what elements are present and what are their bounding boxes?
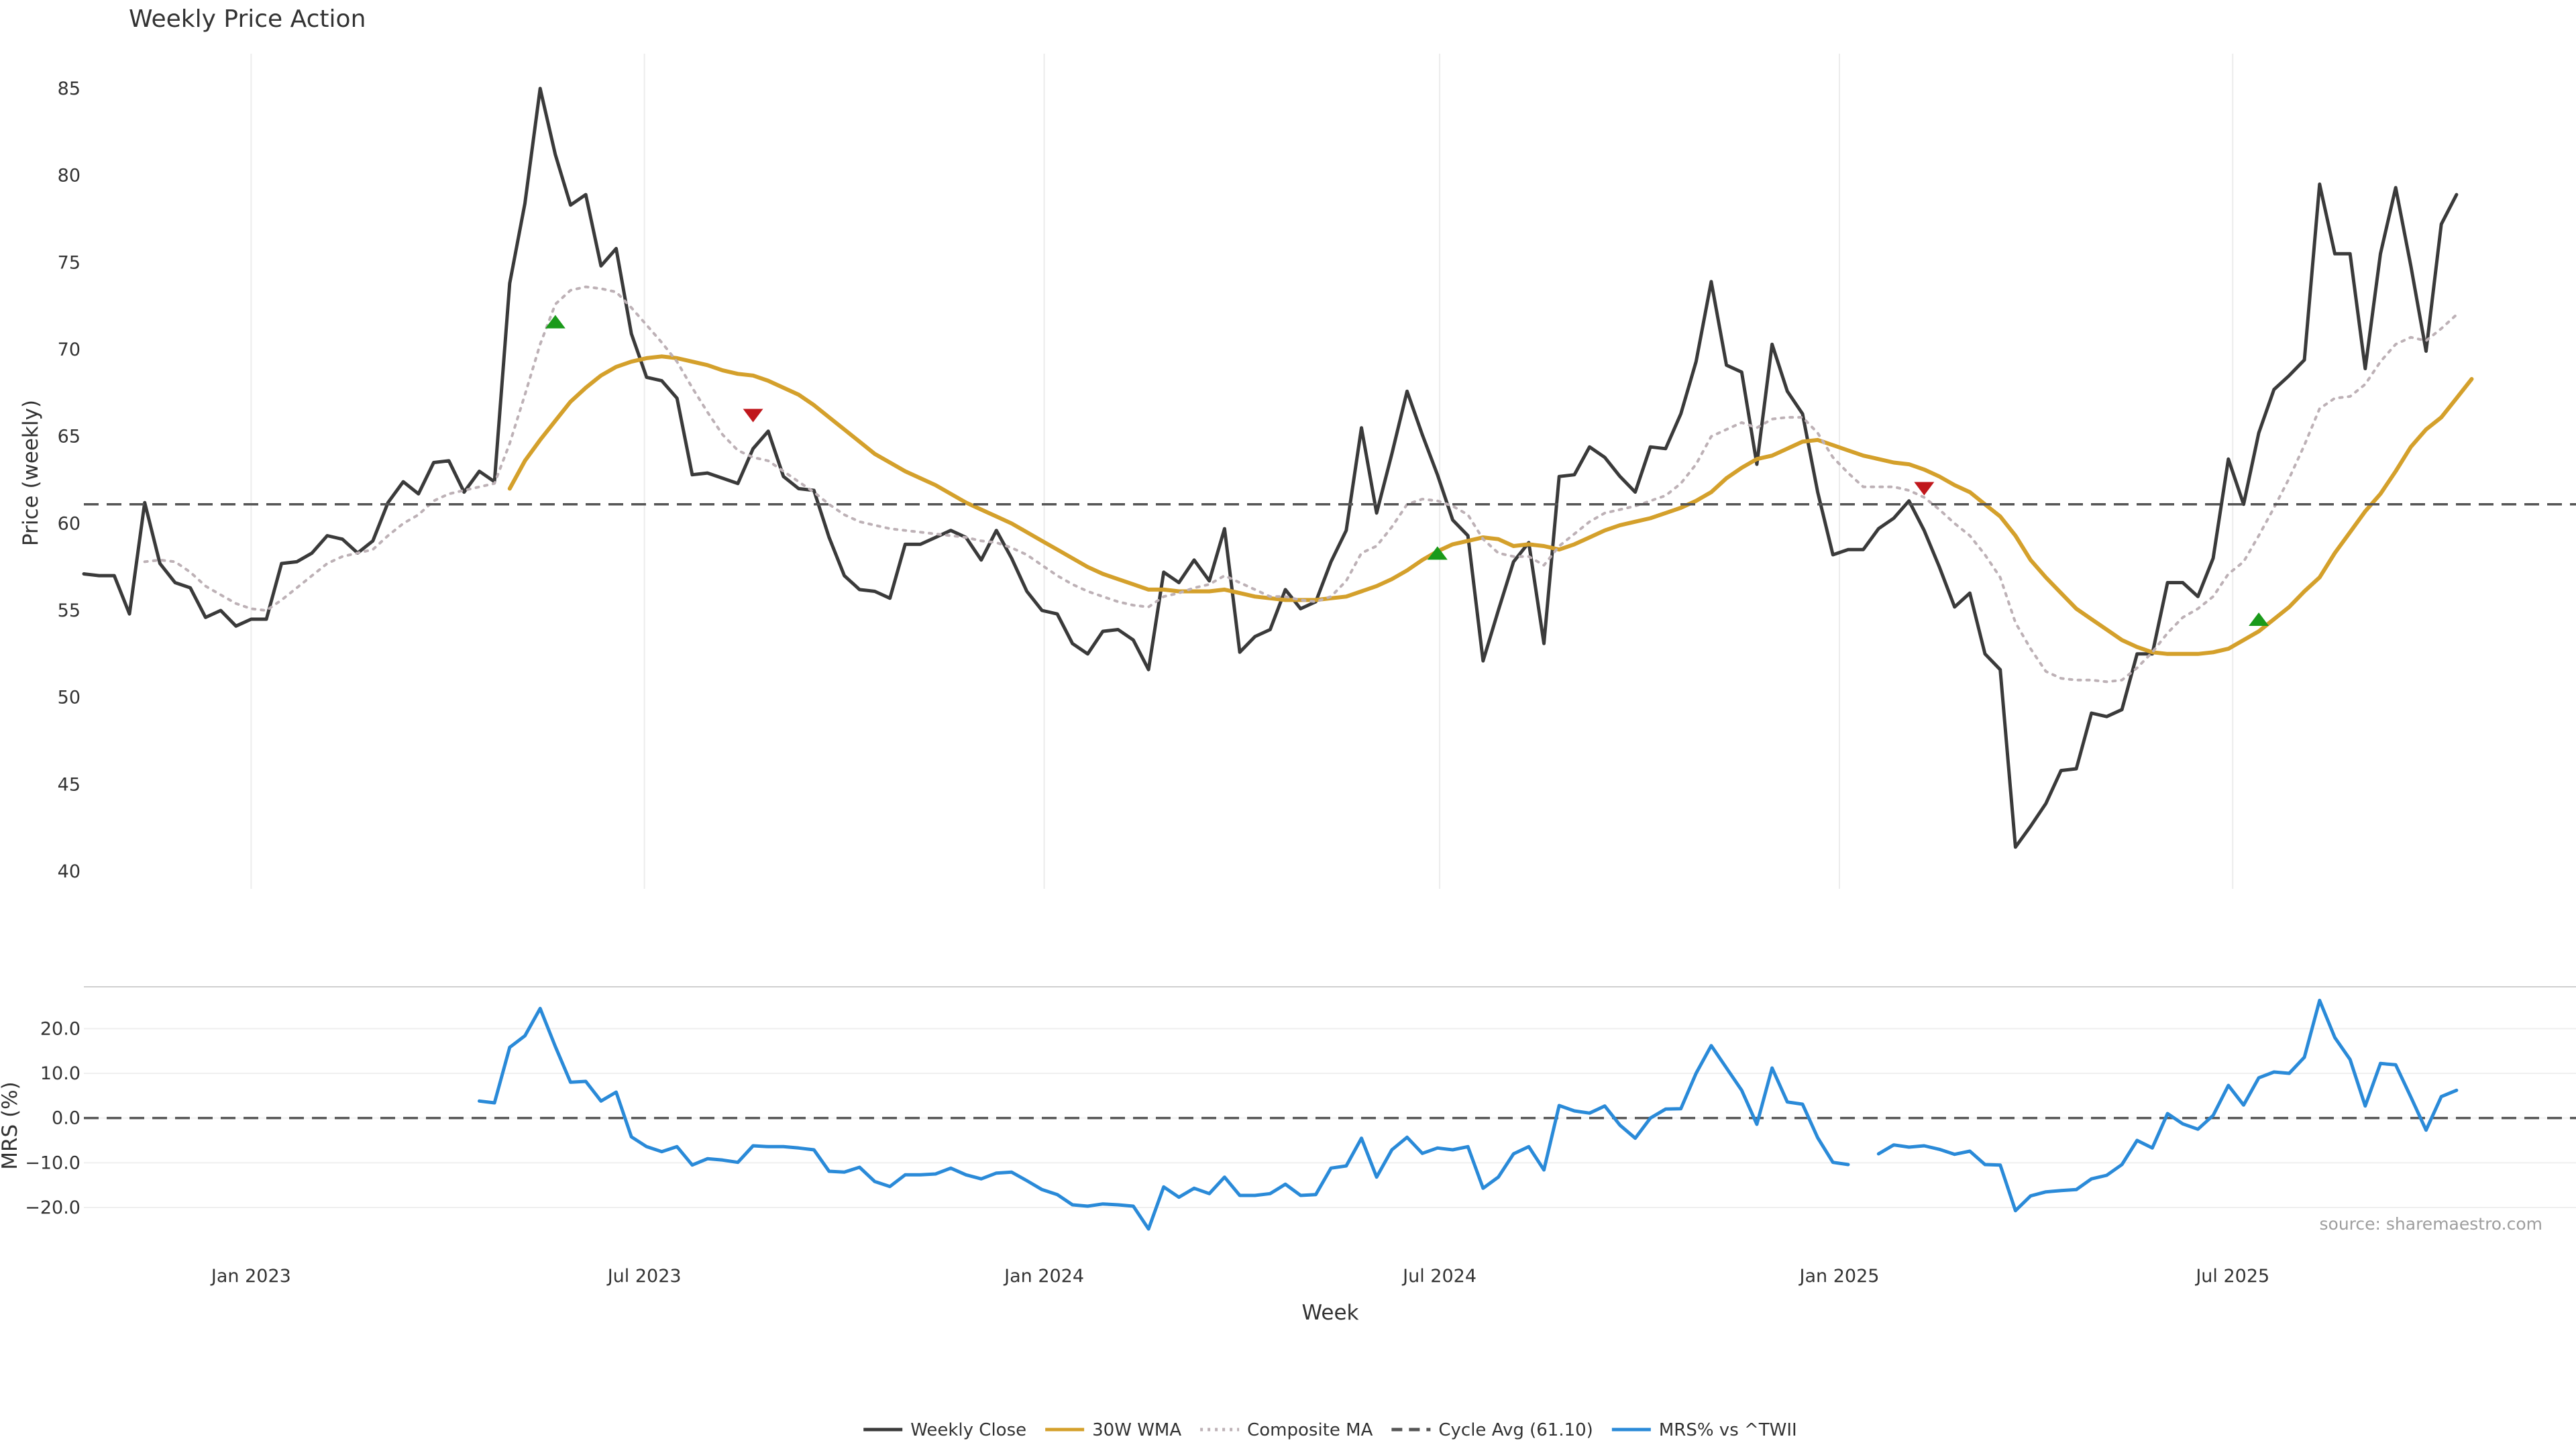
signal-marker-up [2249, 612, 2269, 626]
legend-label: 30W WMA [1092, 1420, 1181, 1440]
legend-label: Weekly Close [910, 1420, 1026, 1440]
x-axis: Jan 2023 Jul 2023 Jan 2024 Jul 2024 Jan 2025… [210, 1266, 2269, 1287]
legend: Weekly Close 30W WMA Composite MA Cycle Avg… [863, 1420, 1797, 1440]
price-x-gridlines [250, 54, 2234, 889]
mrs-panel: −20.0 −10.0 0.0 10.0 20.0 MRS (%) source: sh… [0, 986, 2576, 1234]
series-line-30w-wma [507, 354, 2474, 656]
mrs-lines [478, 998, 2459, 1231]
x-tick-label-jul-2023: Jul 2023 [606, 1266, 682, 1287]
price-y-tick-label: 60 [58, 513, 80, 534]
series-line-mrs-vs-twii [478, 998, 2459, 1231]
mrs-y-axis-title: MRS (%) [0, 1081, 22, 1169]
source-note: source: sharemaestro.com [2320, 1214, 2543, 1234]
series-line-composite-ma [143, 285, 2458, 684]
price-panel: 40 45 50 55 60 65 70 75 80 85 Price (weekly) [19, 54, 2576, 889]
signal-marker-up [545, 315, 566, 329]
mrs-y-gridlines [84, 1028, 2576, 1208]
legend-item-weekly-close: Weekly Close [863, 1420, 1026, 1440]
x-tick-label-jul-2025: Jul 2025 [2194, 1266, 2269, 1287]
price-y-tick-label: 45 [58, 774, 80, 795]
legend-item-composite-ma: Composite MA [1200, 1420, 1373, 1440]
series-line-weekly-close [82, 87, 2459, 849]
price-y-tick-label: 40 [58, 861, 80, 882]
legend-label: Composite MA [1247, 1420, 1373, 1440]
price-lines [82, 87, 2576, 849]
price-y-axis-title: Price (weekly) [19, 400, 43, 546]
signal-marker-up [1427, 546, 1448, 560]
mrs-y-tick-label: −10.0 [25, 1152, 80, 1173]
price-y-tick-label: 85 [58, 78, 80, 99]
price-y-tick-label: 75 [58, 252, 80, 273]
mrs-y-ticks: −20.0 −10.0 0.0 10.0 20.0 [25, 1018, 80, 1218]
x-tick-label-jul-2024: Jul 2024 [1401, 1266, 1477, 1287]
signal-markers [545, 315, 2269, 626]
signal-marker-down [1914, 482, 1935, 496]
price-y-tick-label: 70 [58, 339, 80, 360]
x-tick-label-jan-2024: Jan 2024 [1003, 1266, 1084, 1287]
signal-marker-down [743, 409, 763, 423]
price-y-tick-label: 50 [58, 688, 80, 708]
x-tick-label-jan-2023: Jan 2023 [210, 1266, 291, 1287]
legend-label: Cycle Avg (61.10) [1438, 1420, 1593, 1440]
price-y-tick-label: 55 [58, 600, 80, 621]
mrs-y-tick-label: 0.0 [52, 1108, 80, 1129]
mrs-y-tick-label: 10.0 [40, 1063, 80, 1084]
price-y-tick-label: 65 [58, 427, 80, 447]
x-axis-title: Week [1302, 1301, 1359, 1325]
legend-item-cycle-avg-61-10: Cycle Avg (61.10) [1391, 1420, 1593, 1440]
mrs-y-tick-label: 20.0 [40, 1018, 80, 1039]
legend-item-30w-wma: 30W WMA [1045, 1420, 1181, 1440]
legend-label: MRS% vs ^TWII [1659, 1420, 1797, 1440]
chart-title: Weekly Price Action [129, 5, 366, 33]
price-y-tick-label: 80 [58, 166, 80, 186]
x-tick-label-jan-2025: Jan 2025 [1799, 1266, 1880, 1287]
mrs-y-tick-label: −20.0 [25, 1197, 80, 1218]
price-y-ticks: 40 45 50 55 60 65 70 75 80 85 [58, 78, 80, 882]
legend-item-mrs-vs-twii: MRS% vs ^TWII [1611, 1420, 1797, 1440]
